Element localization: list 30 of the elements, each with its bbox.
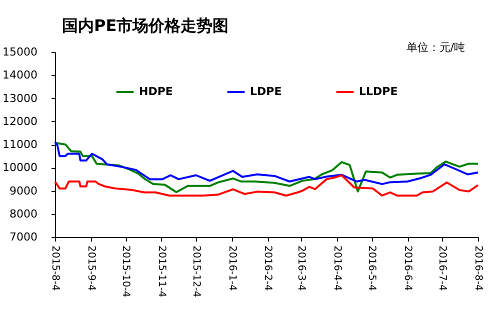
x-tick-label: 2015-10-4 — [120, 246, 131, 298]
y-tick-label: 8000 — [10, 207, 38, 220]
x-tick-label: 2016-5-4 — [366, 246, 378, 291]
line-series — [54, 140, 479, 186]
line-series — [54, 142, 479, 194]
y-tick-label: 15000 — [2, 46, 38, 58]
legend-label: LLDPE — [359, 85, 398, 98]
legend-label: LDPE — [250, 85, 282, 98]
x-tick-label: 2016-2-4 — [262, 246, 274, 291]
annotation: 单位：元/吨 — [406, 41, 465, 54]
x-tick-label: 2016-4-4 — [332, 246, 342, 291]
x-tick-label: 2016-8-4 — [472, 246, 484, 291]
legend-label: HDPE — [139, 85, 173, 98]
y-tick-label: 12000 — [2, 114, 38, 128]
x-tick-label: 2016-7-4 — [436, 246, 448, 291]
x-tick-label: 2015-9-4 — [85, 246, 96, 291]
x-tick-label: 2015-8-4 — [50, 246, 60, 291]
x-tick-label: 2016-1-4 — [226, 246, 238, 291]
chart-title: 国内PE市场价格走势图 — [62, 16, 229, 35]
x-tick-label: 2016-3-4 — [296, 246, 307, 291]
x-tick-label: 2015-12-4 — [190, 246, 202, 298]
y-tick-label: 9000 — [10, 184, 38, 198]
x-tick-label: 2016-6-4 — [402, 246, 413, 291]
y-tick-label: 10000 — [2, 161, 38, 174]
y-tick-label: 7000 — [10, 230, 38, 244]
y-tick-label: 11000 — [2, 138, 38, 151]
line-series — [54, 174, 479, 197]
y-tick-label: 14000 — [2, 68, 38, 82]
y-tick-label: 13000 — [2, 92, 38, 105]
x-tick-label: 2015-11-4 — [156, 246, 167, 298]
